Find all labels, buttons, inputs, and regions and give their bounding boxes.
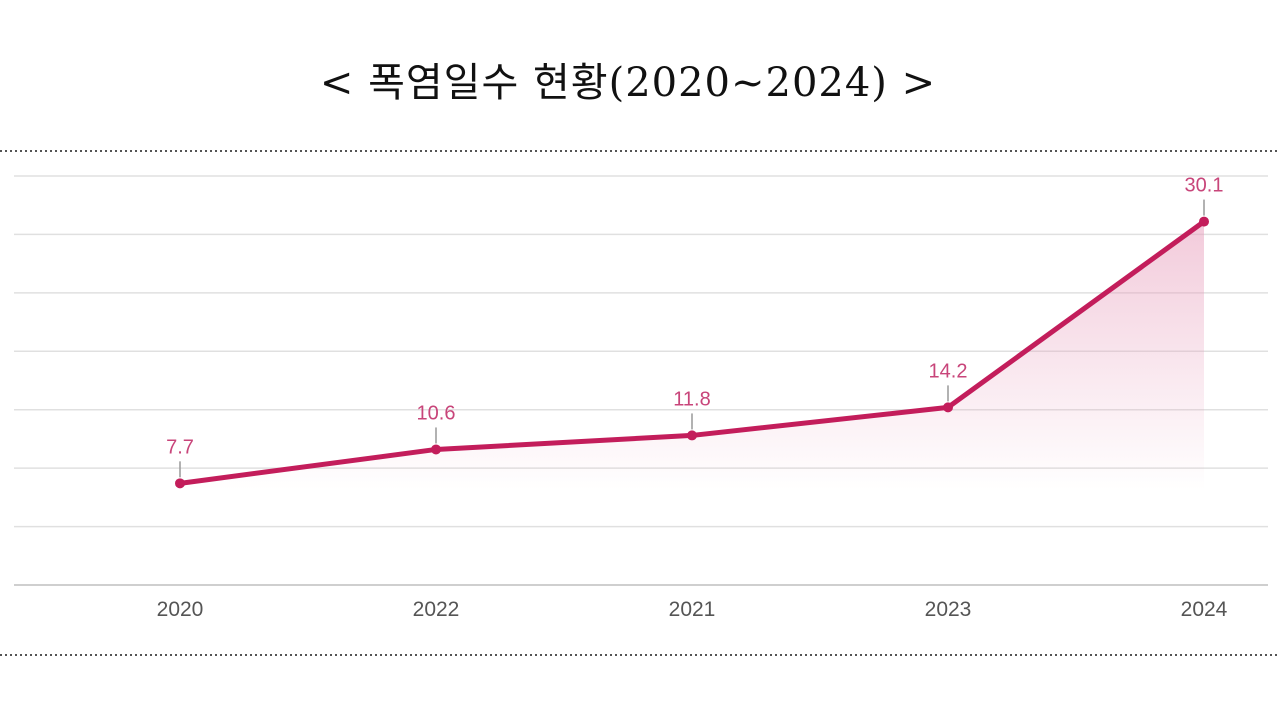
data-point	[687, 430, 697, 441]
data-value-label: 7.7	[166, 436, 194, 458]
data-value-label: 14.2	[929, 360, 968, 382]
area-fill	[180, 221, 1204, 490]
x-tick-label: 2024	[1181, 598, 1228, 621]
x-tick-label: 2020	[157, 598, 204, 621]
data-value-label: 11.8	[673, 388, 710, 410]
data-point	[943, 402, 953, 413]
data-point	[431, 444, 441, 455]
data-value-label: 10.6	[417, 402, 456, 424]
x-axis-tick-labels: 2020 2022 2021 2023 2024	[157, 598, 1228, 621]
chart-title: < 폭염일수 현황(2020~2024) >	[319, 60, 937, 106]
x-tick-label: 2023	[925, 598, 972, 621]
data-point	[1199, 216, 1209, 227]
data-marks: 7.7 10.6 11.8 14.2 30.1	[166, 175, 1223, 489]
x-tick-label: 2021	[669, 598, 716, 621]
data-value-label: 30.1	[1185, 175, 1224, 197]
x-tick-label: 2022	[413, 598, 460, 621]
data-point	[175, 478, 185, 489]
